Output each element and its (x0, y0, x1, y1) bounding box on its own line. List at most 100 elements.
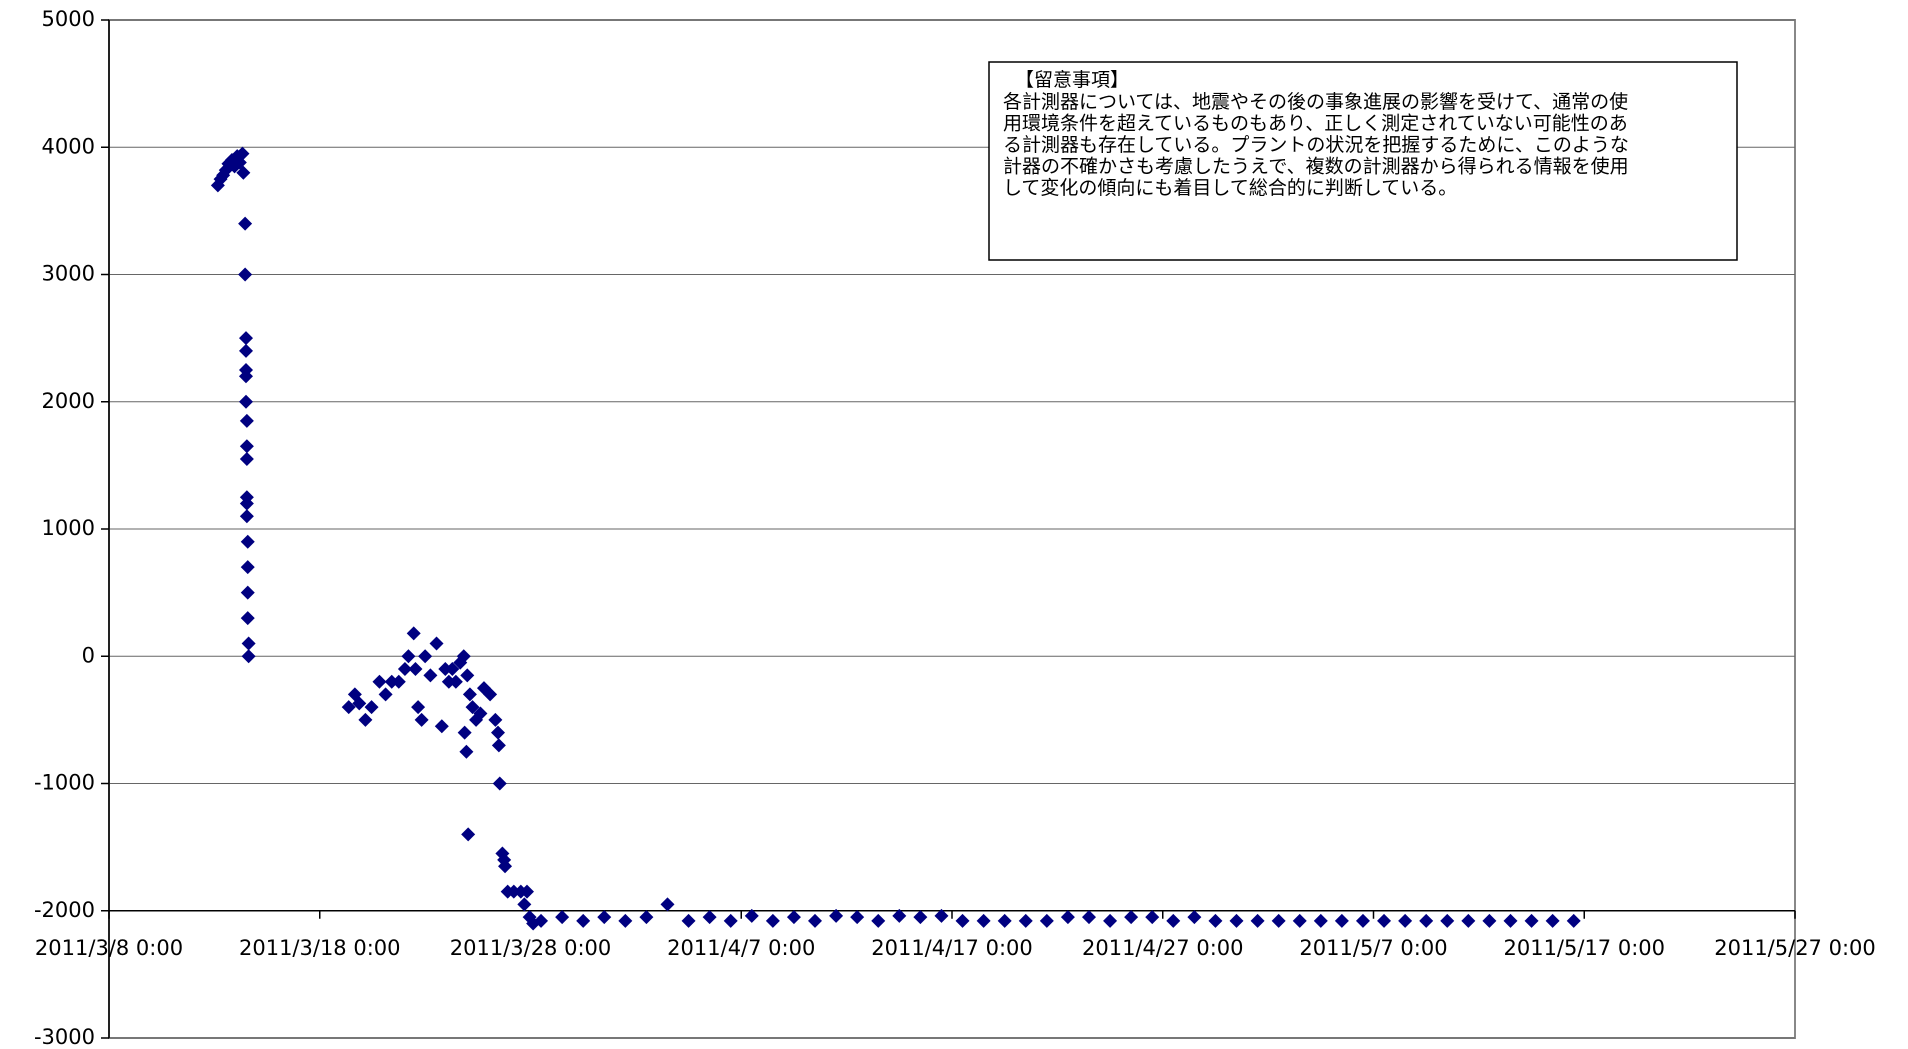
point (1060, 910, 1075, 925)
point (239, 439, 254, 454)
point (1524, 913, 1539, 928)
annotation-line: る計測器も存在している。プラントの状況を把握するために、このような (1003, 134, 1629, 156)
point (358, 712, 373, 727)
annotation-line: 各計測器については、地震やその後の事象進展の影響を受けて、通常の使 (1003, 91, 1628, 113)
point (934, 908, 949, 923)
point (239, 509, 254, 524)
point (462, 687, 477, 702)
point (534, 913, 549, 928)
x-tick-label: 2011/3/28 0:00 (450, 936, 612, 960)
point (460, 668, 475, 683)
point (488, 712, 503, 727)
y-tick-label: -1000 (34, 771, 95, 795)
point (492, 776, 507, 791)
point (238, 331, 253, 346)
point (1292, 913, 1307, 928)
point (423, 668, 438, 683)
point (1081, 910, 1096, 925)
point (406, 626, 421, 641)
x-tick-label: 2011/5/7 0:00 (1299, 936, 1447, 960)
point (1229, 913, 1244, 928)
point (397, 661, 412, 676)
point (1103, 913, 1118, 928)
y-tick-label: -3000 (34, 1025, 95, 1049)
point (241, 636, 256, 651)
point (681, 913, 696, 928)
point (240, 611, 255, 626)
point (240, 585, 255, 600)
point (239, 413, 254, 428)
point (913, 910, 928, 925)
point (429, 636, 444, 651)
point (411, 700, 426, 715)
point (473, 706, 488, 721)
point (1377, 913, 1392, 928)
point (441, 674, 456, 689)
point (517, 897, 532, 912)
x-tick-label: 2011/5/17 0:00 (1503, 936, 1665, 960)
point (238, 394, 253, 409)
point (997, 913, 1012, 928)
point (1145, 910, 1160, 925)
point (765, 913, 780, 928)
annotation-box (988, 61, 1738, 261)
point (555, 910, 570, 925)
point (459, 744, 474, 759)
point (1503, 913, 1518, 928)
point (372, 674, 387, 689)
point (238, 216, 253, 231)
point (1482, 913, 1497, 928)
point (1166, 913, 1181, 928)
y-tick-label: -2000 (34, 898, 95, 922)
point (418, 649, 433, 664)
point (871, 913, 886, 928)
point (391, 674, 406, 689)
point (976, 913, 991, 928)
point (240, 560, 255, 575)
marks (210, 146, 1581, 931)
point (384, 674, 399, 689)
point (1398, 913, 1413, 928)
point (1545, 913, 1560, 928)
y-tick-label: 1000 (42, 516, 95, 540)
point (239, 496, 254, 511)
point (506, 884, 521, 899)
point (1039, 913, 1054, 928)
point (445, 661, 460, 676)
point (808, 913, 823, 928)
point (236, 165, 251, 180)
point (401, 649, 416, 664)
point (1208, 913, 1223, 928)
x-tick-label: 2011/4/7 0:00 (667, 936, 815, 960)
point (1566, 913, 1581, 928)
point (829, 908, 844, 923)
point (364, 700, 379, 715)
x-tick-label: 2011/3/8 0:00 (35, 936, 183, 960)
point (341, 700, 356, 715)
y-tick-label: 4000 (42, 134, 95, 158)
y-tick-label: 5000 (42, 7, 95, 31)
y-tick-label: 3000 (42, 262, 95, 286)
point (618, 913, 633, 928)
point (238, 267, 253, 282)
point (744, 908, 759, 923)
y-tick-label: 0 (82, 643, 95, 667)
point (702, 910, 717, 925)
point (660, 897, 675, 912)
point (1124, 910, 1139, 925)
point (786, 910, 801, 925)
point (457, 725, 472, 740)
point (438, 661, 453, 676)
point (241, 649, 256, 664)
point (850, 910, 865, 925)
annotation-title: 【留意事項】 (1015, 69, 1129, 91)
point (408, 661, 423, 676)
point (576, 913, 591, 928)
point (239, 452, 254, 467)
x-tick-label: 2011/4/17 0:00 (871, 936, 1033, 960)
point (240, 534, 255, 549)
point (378, 687, 393, 702)
point (955, 913, 970, 928)
point (235, 146, 250, 161)
